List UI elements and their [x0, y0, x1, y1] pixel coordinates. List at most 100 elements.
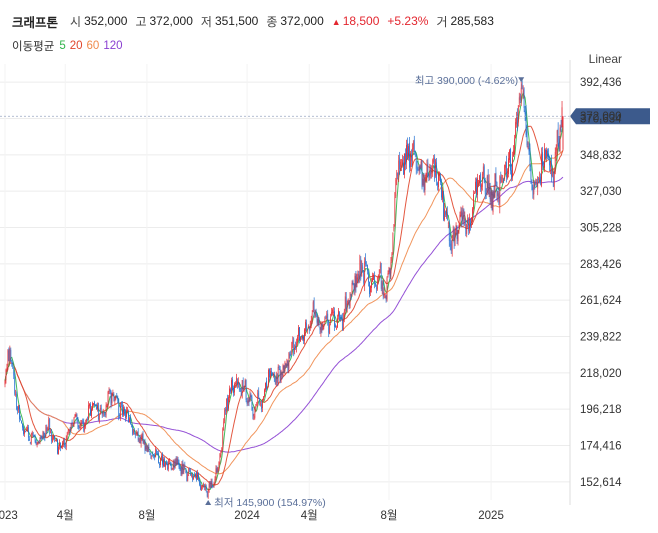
candle-body [469, 216, 471, 233]
candle-body [216, 467, 218, 473]
candle-body [422, 178, 424, 186]
candle-body [527, 146, 529, 148]
candle-body [318, 318, 320, 326]
candle-body [324, 318, 326, 324]
candle-body [255, 406, 257, 409]
candle-body [362, 266, 364, 270]
y-tick-label: 305,228 [580, 223, 622, 235]
candle-body [393, 224, 395, 230]
candle-body [16, 393, 18, 410]
candle-body [84, 425, 86, 430]
candle-body [529, 148, 531, 167]
candle-body [292, 340, 294, 344]
candle-body [309, 323, 311, 329]
candlesticks [4, 78, 564, 499]
candle-body [72, 425, 74, 427]
candle-body [284, 362, 286, 371]
ma-5-label[interactable]: 5 [59, 40, 66, 52]
candle-body [363, 271, 365, 283]
candle-body [45, 427, 47, 437]
candle-body [515, 122, 516, 139]
candle-body [140, 437, 142, 445]
current-price-label: 372,000 [580, 111, 622, 123]
candle-body [392, 232, 394, 254]
candle-body [118, 399, 120, 419]
candle-body [538, 178, 540, 181]
ma-60-label[interactable]: 60 [86, 40, 100, 52]
close-label: 종 [266, 14, 278, 29]
candle-body [129, 418, 130, 422]
candle-body [175, 459, 177, 466]
candle-body [481, 173, 483, 187]
candle-body [278, 366, 280, 369]
moving-average-title[interactable]: 이동평균 [12, 41, 55, 53]
candle-body [436, 162, 437, 182]
moving-average-legend[interactable]: 이동평균 5 20 60 120 [12, 38, 127, 54]
scale-toggle[interactable]: Linear [588, 52, 622, 66]
candle-body [291, 342, 293, 355]
candle-body [258, 390, 260, 397]
candle-body [101, 410, 103, 416]
candle-body [480, 173, 481, 188]
candle-body [194, 474, 195, 476]
candle-body [100, 407, 102, 410]
ma-120-label[interactable]: 120 [103, 40, 123, 52]
candle-body [276, 376, 278, 383]
candle-body [524, 110, 526, 115]
candle-body [413, 139, 415, 150]
candle-body [236, 379, 238, 386]
candle-body [50, 430, 52, 433]
candle-body [339, 312, 340, 320]
candle-body [235, 383, 236, 384]
candle-body [322, 325, 324, 331]
candle-body [459, 214, 461, 226]
candle-body [397, 173, 399, 176]
candle-body [341, 318, 342, 320]
candle-body [27, 427, 29, 438]
candle-body [558, 142, 560, 150]
candle-body [526, 131, 528, 146]
candle-body [130, 417, 131, 425]
candle-body [467, 217, 469, 223]
candle-body [361, 265, 363, 277]
candle-body [147, 446, 149, 452]
candle-body [112, 392, 114, 394]
candle-body [453, 228, 455, 244]
candle-body [382, 282, 384, 296]
ma-20-label[interactable]: 20 [69, 40, 83, 52]
candle-body [151, 455, 153, 458]
candle-body [522, 90, 524, 92]
candle-body [61, 445, 62, 448]
candle-body [178, 462, 180, 468]
candle-body [202, 483, 204, 487]
candle-body [306, 329, 308, 331]
candle-body [30, 434, 32, 444]
candle-body [252, 409, 254, 417]
candle-body [316, 316, 318, 323]
y-tick-label: 218,020 [580, 368, 622, 380]
candle-body [432, 160, 434, 173]
min-marker-icon [205, 500, 212, 506]
candle-body [302, 336, 303, 339]
candle-body [224, 410, 226, 422]
candle-body [412, 142, 414, 149]
candle-body [116, 395, 118, 399]
candle-body [265, 383, 266, 390]
candle-body [270, 371, 271, 379]
candle-body [46, 427, 48, 433]
candle-body [71, 421, 73, 425]
candle-body [225, 409, 227, 412]
candle-body [448, 224, 450, 241]
candle-body [465, 220, 467, 235]
candle-body [299, 327, 300, 341]
y-tick-label: 370,634 [580, 114, 622, 126]
candle-body [26, 429, 27, 431]
candle-body [340, 316, 341, 319]
candle-body [335, 325, 336, 328]
candle-body [113, 394, 115, 402]
candle-body [214, 478, 216, 482]
close-value: 372,000 [280, 14, 324, 28]
candle-body [189, 469, 191, 471]
candle-body [95, 405, 96, 407]
